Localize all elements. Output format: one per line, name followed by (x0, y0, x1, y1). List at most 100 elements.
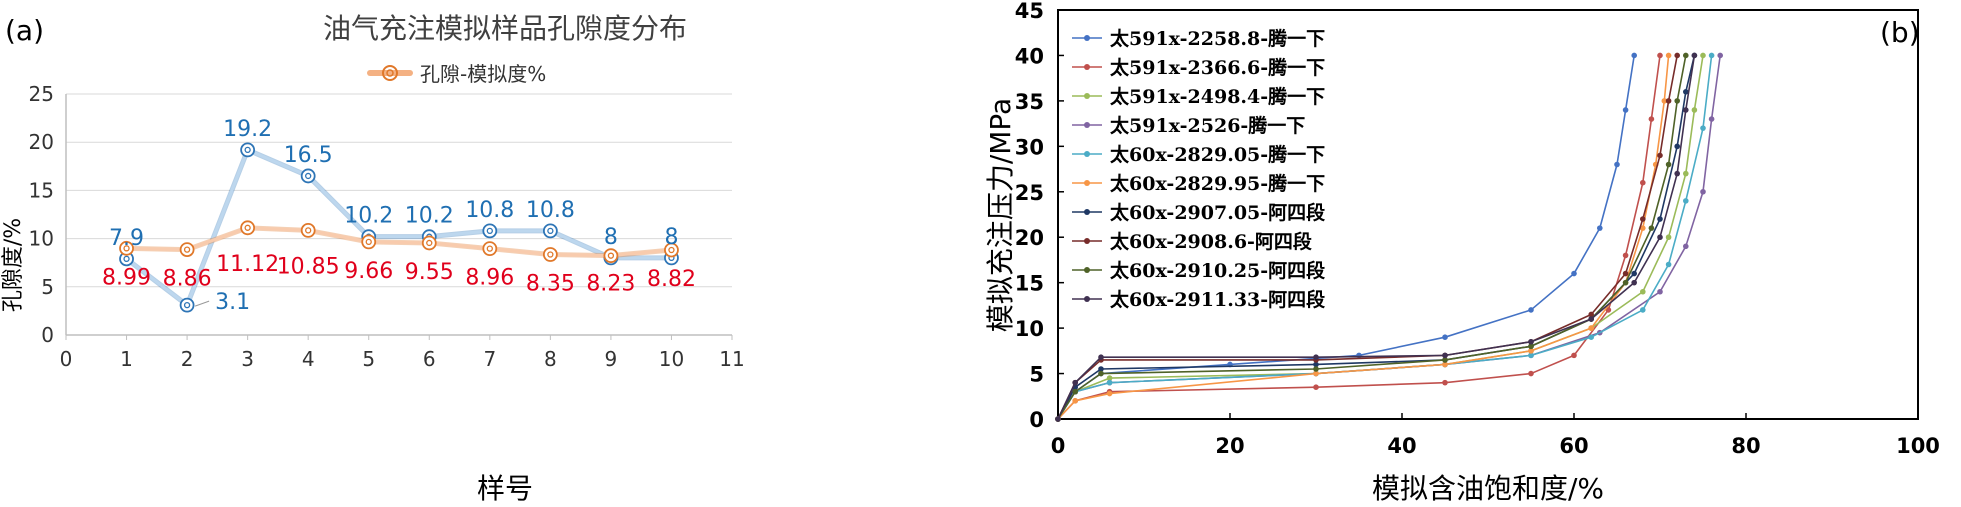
legend: 太591x-2258.8-腾一下太591x-2366.6-腾一下太591x-24… (1072, 27, 1326, 311)
data-point (1622, 279, 1629, 286)
data-point (1622, 270, 1629, 277)
data-point (240, 142, 256, 158)
y-axis-title: 孔隙度/% (1, 218, 26, 312)
data-point (1683, 198, 1689, 204)
y-tick-label: 20 (1015, 226, 1044, 250)
data-point (1588, 325, 1594, 331)
data-point-inner (305, 227, 312, 234)
data-label: 19.2 (223, 117, 272, 142)
y-tick-label: 15 (29, 178, 54, 202)
x-axis-title: 模拟含油饱和度/% (1372, 472, 1604, 505)
y-tick-label: 20 (29, 130, 54, 154)
y-tick-label: 15 (1015, 272, 1044, 296)
data-point (1072, 398, 1078, 404)
data-point (300, 223, 316, 238)
legend-label: 太60x-2911.33-阿四段 (1110, 288, 1326, 311)
data-point (1313, 366, 1319, 372)
data-label: 8 (664, 225, 678, 250)
x-tick-label: 100 (1896, 434, 1940, 458)
legend-marker (1084, 151, 1090, 157)
y-tick-label: 5 (1029, 363, 1044, 387)
data-point (1571, 352, 1577, 359)
data-point (1700, 52, 1706, 59)
data-point (1661, 98, 1668, 104)
porosity-chart-panel: (a) 油气充注模拟样品孔隙度分布 孔隙-模拟度% 0 5 10 15 20 25 0 1 2 3… (0, 0, 980, 507)
legend-marker (1084, 64, 1090, 70)
grid (66, 93, 732, 336)
data-point (1098, 366, 1104, 372)
data-point (1683, 243, 1689, 250)
x-tick-label: 4 (302, 347, 315, 371)
data-point (1588, 334, 1594, 341)
data-point (1691, 52, 1698, 59)
data-point (542, 247, 558, 262)
legend-marker (1084, 209, 1090, 215)
porosity-chart: (a) 油气充注模拟样品孔隙度分布 孔隙-模拟度% 0 5 10 15 20 25 0 1 2 3… (1, 12, 745, 505)
y-tick-label: 0 (41, 323, 54, 347)
legend-marker (1084, 35, 1090, 41)
data-point (1683, 89, 1689, 95)
data-label: 16.5 (284, 143, 333, 168)
data-point (1106, 379, 1113, 386)
data-point (1708, 52, 1715, 59)
pressure-chart: (b) 0 5 10 15 20 25 30 35 40 45 0 20 40 60 80 100 太591x… (984, 0, 1940, 505)
data-point (1528, 348, 1534, 354)
data-label: 10.8 (465, 198, 514, 223)
legend-label: 太60x-2908.6-阿四段 (1110, 230, 1313, 253)
data-point (1665, 161, 1672, 168)
data-point (1657, 288, 1663, 295)
data-label: 8.99 (102, 265, 151, 290)
data-point-inner (547, 251, 554, 258)
x-tick-label: 5 (362, 347, 375, 371)
data-point (603, 248, 619, 264)
legend-marker (1084, 238, 1090, 244)
data-point (1442, 334, 1448, 341)
chart-title: 油气充注模拟样品孔隙度分布 (323, 12, 687, 45)
data-labels: 7.9 3.1 19.2 16.5 10.2 10.2 10.8 10.8 8 8 8.99 8.86… (102, 117, 696, 315)
x-tick-label: 9 (605, 347, 618, 371)
data-point (1657, 52, 1663, 59)
x-tick-label: 3 (241, 347, 254, 371)
data-point-inner (183, 246, 191, 253)
label-leader (194, 300, 210, 307)
data-point (361, 234, 377, 250)
data-point (1571, 270, 1577, 277)
data-label: 8.23 (586, 272, 635, 297)
y-axis-title: 模拟充注压力/MPa (984, 98, 1017, 332)
data-point-inner (426, 239, 433, 247)
data-label: 10.8 (526, 198, 575, 223)
legend: 孔隙-模拟度% (367, 62, 546, 86)
data-point (1674, 98, 1680, 104)
data-label: 7.9 (109, 226, 144, 251)
legend-label: 太591x-2526-腾一下 (1110, 114, 1305, 137)
series-line (1057, 55, 1678, 420)
data-point (1098, 354, 1104, 360)
data-point (482, 241, 498, 257)
data-point (1648, 225, 1655, 231)
x-tick-label: 0 (1051, 434, 1066, 458)
legend-marker (1084, 296, 1090, 302)
series-line (1057, 55, 1696, 420)
data-point (1072, 379, 1078, 386)
data-point (1674, 170, 1680, 177)
legend-label: 太60x-2829.05-腾一下 (1110, 143, 1325, 166)
legend-label: 太60x-2907.05-阿四段 (1110, 201, 1326, 224)
data-point (1640, 216, 1646, 222)
data-point-inner (547, 227, 554, 235)
data-point (1691, 107, 1698, 113)
x-tick-label: 0 (60, 347, 73, 371)
data-point (482, 223, 498, 239)
data-point-inner (244, 224, 251, 231)
data-point (1631, 52, 1637, 59)
data-point (179, 297, 195, 313)
data-point (1665, 98, 1672, 104)
data-point (1631, 279, 1637, 286)
data-point (1657, 234, 1663, 241)
series-line (1057, 55, 1661, 420)
pressure-chart-panel: (b) 0 5 10 15 20 25 30 35 40 45 0 20 40 60 80 100 太591x… (980, 0, 1961, 507)
data-point (1442, 357, 1448, 363)
data-point (1674, 143, 1680, 150)
x-tick-label: 2 (181, 347, 194, 371)
data-point (1622, 107, 1629, 113)
data-point (1631, 270, 1637, 277)
